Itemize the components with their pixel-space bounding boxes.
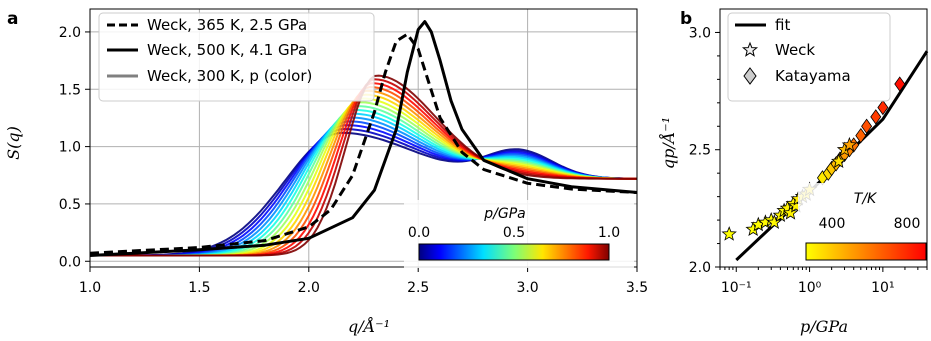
panel-b-xtick-label: 10⁻¹	[721, 280, 752, 296]
legend-b-diamond-marker	[743, 67, 757, 85]
panel-b-ylabel: qp/Å⁻¹	[658, 117, 678, 169]
panel-a-colorbar-tick-0: 0.0	[408, 225, 430, 241]
panel-a-xtick-label: 3.5	[626, 280, 648, 296]
panel-b-xtick-label: 10⁰	[798, 280, 822, 296]
panel-b-xtick-label: 10¹	[871, 280, 894, 296]
panel-a-colorbar-tick-2: 1.0	[598, 225, 620, 241]
legend-b-entry-katayama: Katayama	[775, 67, 851, 85]
panel-b-legend: fit Weck Katayama	[727, 12, 891, 102]
panel-b-colorbar-tick-0: 400	[819, 216, 846, 232]
panel-b-ytick-label: 2.0	[689, 260, 711, 276]
series-weck-365k-line	[89, 32, 638, 255]
panel-a-label: a	[7, 9, 18, 29]
series-weck-500k-line	[89, 20, 638, 257]
legend-a-entry-1: Weck, 365 K, 2.5 GPa	[147, 16, 307, 34]
katayama-point	[861, 118, 873, 134]
panel-a-colorbar-label: p/GPa	[483, 206, 525, 222]
panel-a-xtick-label: 1.0	[79, 280, 101, 296]
panel-a-ylabel: S(q)	[4, 126, 23, 160]
legend-b-entry-fit: fit	[775, 16, 790, 34]
katayama-point	[877, 99, 889, 116]
panel-b-ytick-label: 2.5	[689, 143, 711, 159]
weck-point	[831, 153, 847, 168]
katayama-point	[894, 76, 906, 92]
panel-b-ticks: 10⁻¹ 10⁰ 10¹ 2.0 2.5 3.0	[689, 25, 928, 296]
panel-a-ytick-label: 0.0	[59, 254, 81, 270]
panel-a-ytick-label: 1.0	[59, 140, 81, 156]
panel-b-axes-frame	[719, 8, 928, 268]
panel-a-axes-frame	[89, 8, 638, 268]
panel-a-colorbar-tick-1: 0.5	[503, 225, 525, 241]
panel-a-ytick-label: 0.5	[59, 197, 81, 213]
panel-a-reference-curves	[89, 20, 638, 257]
weck-point	[721, 226, 737, 241]
panel-a-xtick-label: 2.5	[407, 280, 429, 296]
panel-a-ytick-label: 1.5	[59, 82, 81, 98]
panel-a-colorbar	[418, 243, 610, 261]
legend-a-entry-3: Weck, 300 K, p (color)	[147, 67, 312, 85]
weck-point	[841, 136, 858, 152]
panel-b-colorbar-label: T/K	[854, 191, 878, 207]
panel-a-xtick-label: 3.0	[516, 280, 538, 296]
panel-b-colorbar-tick-1: 800	[894, 216, 921, 232]
panel-a-xtick-label: 1.5	[188, 280, 210, 296]
panel-b-colorbar	[805, 242, 927, 261]
katayama-point	[870, 109, 882, 125]
panel-a-ytick-label: 2.0	[59, 25, 81, 41]
weck-point	[782, 204, 799, 220]
panel-a-ticks: 1.0 1.5 2.0 2.5 3.0 3.5 0.0 0.5 1.0 1.5 2.0	[59, 25, 648, 296]
legend-a-entry-2: Weck, 500 K, 4.1 GPa	[147, 41, 307, 59]
panel-a-xtick-label: 2.0	[298, 280, 320, 296]
panel-a-xlabel: q/Å⁻¹	[348, 316, 390, 336]
legend-b-star-marker	[741, 41, 759, 57]
panel-b-ytick-label: 3.0	[689, 25, 711, 41]
legend-b-entry-weck: Weck	[775, 41, 815, 59]
panel-b-label: b	[680, 9, 692, 29]
weck-point	[766, 214, 782, 230]
katayama-point	[855, 127, 867, 144]
panel-b-xlabel: p/GPa	[800, 317, 848, 336]
panel-a-legend: Weck, 365 K, 2.5 GPa Weck, 500 K, 4.1 GP…	[98, 12, 375, 102]
